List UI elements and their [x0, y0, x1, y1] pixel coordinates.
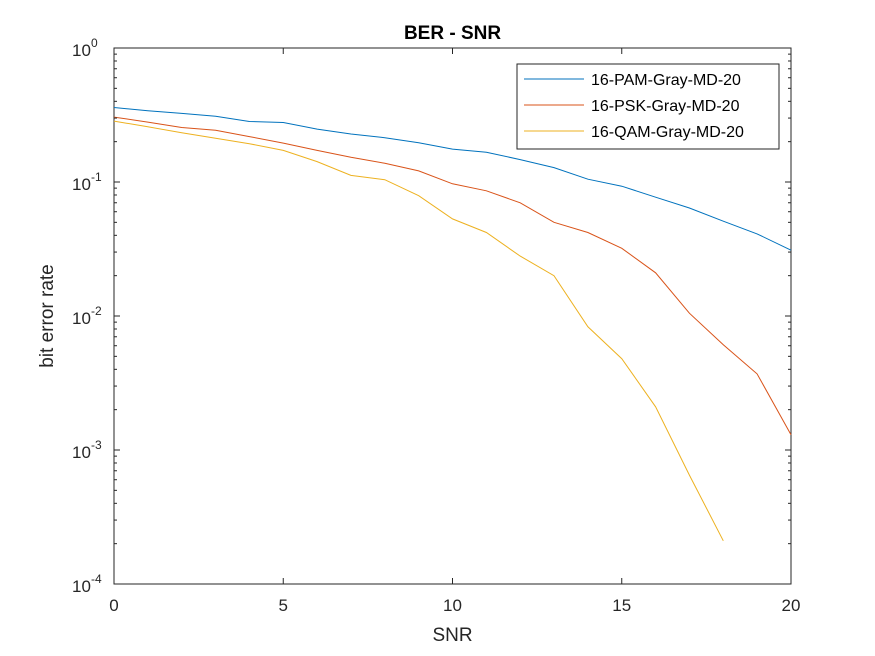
- series-line-3: [113, 120, 724, 542]
- x-tick-label: 10: [443, 596, 462, 615]
- y-tick-label-exponent: 0: [91, 36, 98, 50]
- legend: 16-PAM-Gray-MD-20 16-PSK-Gray-MD-20 16-QAM…: [516, 63, 780, 150]
- y-tick-label-exponent: -3: [91, 438, 102, 452]
- legend-entry: 16-QAM-Gray-MD-20: [524, 124, 744, 141]
- chart-title: BER - SNR: [404, 23, 501, 44]
- legend-entries: 16-PAM-Gray-MD-20 16-PSK-Gray-MD-20 16-QAM…: [524, 72, 744, 141]
- legend-box: [516, 63, 780, 150]
- x-tick-label: 0: [109, 596, 118, 615]
- y-tick-label-exponent: -2: [91, 304, 102, 318]
- legend-label: 16-PAM-Gray-MD-20: [591, 72, 741, 89]
- y-tick-label: 10 -1: [72, 170, 102, 194]
- y-tick-label-exponent: -4: [91, 572, 102, 586]
- axis-ticks: [113, 47, 792, 585]
- y-tick-label-base: 10: [72, 577, 91, 596]
- y-tick-label: 10 0: [72, 36, 98, 60]
- x-tick-label: 5: [279, 596, 288, 615]
- y-tick-label-exponent: -1: [91, 170, 102, 184]
- y-tick-label: 10 -4: [72, 572, 102, 596]
- y-tick-label-base: 10: [72, 175, 91, 194]
- y-tick-label: 10 -2: [72, 304, 102, 328]
- legend-label: 16-PSK-Gray-MD-20: [591, 98, 740, 115]
- y-axis-title: bit error rate: [37, 264, 58, 367]
- legend-entry: 16-PAM-Gray-MD-20: [524, 72, 741, 89]
- y-tick-label-base: 10: [72, 443, 91, 462]
- y-tick-label-base: 10: [72, 41, 91, 60]
- x-tick-label: 20: [782, 596, 801, 615]
- y-tick-label: 10 -3: [72, 438, 102, 462]
- x-axis-title: SNR: [432, 625, 472, 646]
- legend-entry: 16-PSK-Gray-MD-20: [524, 98, 740, 115]
- series-line-2: [113, 116, 792, 435]
- legend-label: 16-QAM-Gray-MD-20: [591, 124, 744, 141]
- x-tick-label: 15: [612, 596, 631, 615]
- y-tick-label-base: 10: [72, 309, 91, 328]
- series-lines: [113, 107, 792, 542]
- series-line-1: [113, 107, 792, 251]
